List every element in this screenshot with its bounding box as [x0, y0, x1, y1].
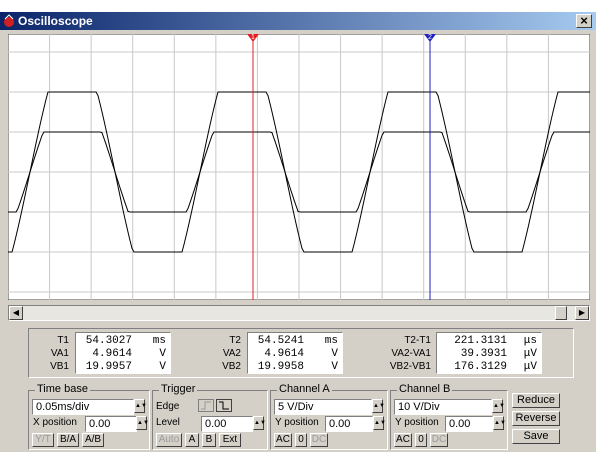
trigger-button[interactable]: Auto	[156, 433, 182, 447]
readout-label: VB1	[50, 361, 69, 372]
readout-unit: ms	[152, 335, 166, 347]
scroll-thumb[interactable]	[555, 306, 567, 320]
field-label: Y position	[395, 417, 439, 428]
x-position-field[interactable]: 0.00	[85, 416, 137, 432]
readout-unit: μV	[523, 361, 537, 373]
scroll-left[interactable]: ◀	[9, 306, 23, 320]
channel-b-group: Channel B 10 V/Div ▲▼ Y position 0.00 ▲▼…	[390, 383, 508, 450]
readout-panel: T1 VA1 VB1 54.3027 ms 4.9614 V 19.9957 V T2…	[28, 328, 574, 378]
readout-value: 19.9958	[257, 361, 304, 373]
readout-box: 221.3131 μs 39.3931 μV 176.3129 μV	[436, 332, 542, 374]
readout-unit: V	[159, 348, 166, 360]
window-title: Oscilloscope	[18, 14, 93, 28]
group-title: Trigger	[159, 383, 198, 395]
scale-field[interactable]: 10 V/Div	[394, 399, 492, 415]
coupling-button[interactable]: AC	[394, 433, 412, 447]
cursor-1-marker[interactable]	[247, 34, 259, 42]
readout-value: 176.3129	[454, 361, 507, 373]
display: 1 2	[8, 34, 590, 300]
y-position-field[interactable]: 0.00	[325, 416, 373, 432]
field-label: X position	[33, 417, 77, 428]
cursor-2-label: 2	[428, 34, 432, 41]
readout-unit: ms	[324, 335, 338, 347]
scroll-right[interactable]: ▶	[575, 306, 589, 320]
save-button[interactable]: Save	[512, 429, 560, 444]
trigger-group: Trigger Edge Level 0.00 ▲▼ Auto A B Ext	[152, 383, 268, 450]
coupling-button[interactable]: DC	[430, 433, 448, 447]
readout-box: 54.3027 ms 4.9614 V 19.9957 V	[75, 332, 171, 374]
time-base-group: Time base 0.05ms/div ▲▼ X position 0.00 …	[28, 383, 150, 450]
spin[interactable]: ▲▼	[136, 416, 149, 430]
readout-label: VB2	[222, 361, 241, 372]
readout-label: T2	[229, 335, 241, 346]
spin[interactable]: ▲▼	[253, 416, 266, 430]
readout-unit: μV	[523, 348, 537, 360]
reduce-button[interactable]: Reduce	[512, 393, 560, 408]
field-label: Y position	[275, 417, 319, 428]
readout-label: VA2	[222, 348, 241, 359]
readout-value: 221.3131	[454, 335, 507, 347]
trigger-button[interactable]: Ext	[219, 433, 241, 447]
mode-button[interactable]: Y/T	[32, 433, 54, 447]
level-field[interactable]: 0.00	[201, 416, 253, 432]
title-bar: Oscilloscope ×	[0, 12, 596, 30]
readout-label: T1	[57, 335, 69, 346]
group-title: Channel A	[277, 383, 332, 395]
readout-label: VB2-VB1	[389, 361, 431, 372]
spin[interactable]: ▲▼	[134, 399, 147, 413]
coupling-button[interactable]: DC	[310, 433, 328, 447]
spin[interactable]: ▲▼	[493, 416, 506, 430]
readout-value: 54.5241	[257, 335, 304, 347]
app-icon	[4, 14, 14, 27]
cursor-1-label: 1	[251, 34, 255, 41]
readout-label: T2-T1	[404, 335, 431, 346]
grid	[8, 34, 590, 300]
readout-unit: V	[159, 361, 166, 373]
spin[interactable]: ▲▼	[492, 399, 505, 413]
mode-button[interactable]: B/A	[57, 433, 79, 447]
readout-value: 4.9614	[92, 348, 132, 360]
readout-box: 54.5241 ms 4.9614 V 19.9958 V	[247, 332, 343, 374]
edge-buttons[interactable]	[198, 399, 234, 413]
trace-a	[8, 91, 590, 253]
group-title: Time base	[35, 383, 90, 395]
time-base-field[interactable]: 0.05ms/div	[32, 399, 134, 415]
readout-unit: μs	[523, 335, 537, 347]
readout-value: 19.9957	[85, 361, 132, 373]
spin[interactable]: ▲▼	[372, 399, 385, 413]
scale-field[interactable]: 5 V/Div	[274, 399, 372, 415]
readout-label: VA2-VA1	[391, 348, 431, 359]
coupling-button[interactable]: 0	[295, 433, 307, 447]
group-title: Channel B	[397, 383, 453, 395]
reverse-button[interactable]: Reverse	[512, 411, 560, 426]
mode-button[interactable]: A/B	[82, 433, 104, 447]
spin[interactable]: ▲▼	[373, 416, 386, 430]
field-label: Level	[156, 417, 180, 428]
coupling-button[interactable]: 0	[415, 433, 427, 447]
readout-label: VA1	[50, 348, 69, 359]
scrollbar[interactable]: ◀ ▶	[8, 305, 590, 321]
readout-value: 39.3931	[460, 348, 507, 360]
trigger-button[interactable]: B	[202, 433, 216, 447]
field-label: Edge	[156, 401, 180, 412]
cursor-2-marker[interactable]	[424, 34, 436, 42]
readout-unit: V	[331, 348, 338, 360]
trigger-button[interactable]: A	[185, 433, 199, 447]
window: Oscilloscope × 1 2 ◀ ▶ T1 VA1 VB1 54.302…	[0, 12, 596, 452]
readout-value: 4.9614	[264, 348, 304, 360]
close-button[interactable]: ×	[576, 14, 592, 28]
coupling-button[interactable]: AC	[274, 433, 292, 447]
readout-unit: V	[331, 361, 338, 373]
y-position-field[interactable]: 0.00	[445, 416, 493, 432]
readout-value: 54.3027	[85, 335, 132, 347]
channel-a-group: Channel A 5 V/Div ▲▼ Y position 0.00 ▲▼ …	[270, 383, 388, 450]
trace-b	[8, 131, 590, 213]
